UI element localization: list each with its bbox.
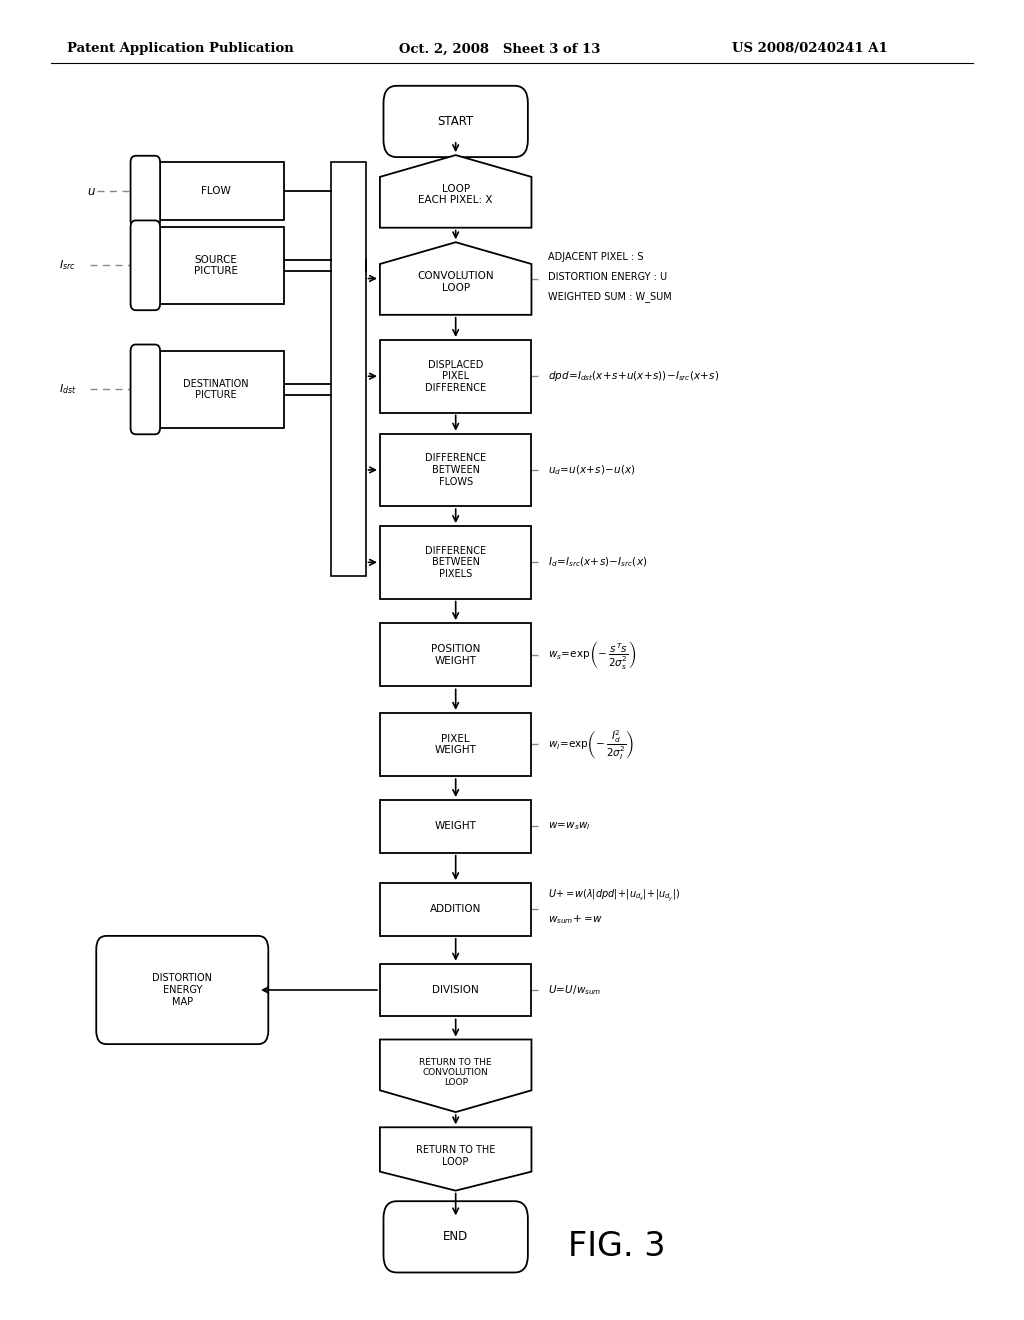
Text: DISTORTION ENERGY : U: DISTORTION ENERGY : U [548, 272, 667, 282]
FancyBboxPatch shape [380, 623, 531, 686]
Text: RETURN TO THE
CONVOLUTION
LOOP: RETURN TO THE CONVOLUTION LOOP [420, 1057, 492, 1088]
FancyBboxPatch shape [131, 220, 160, 310]
Text: $w_I\!=\!\exp\!\left(\!-\dfrac{I_d^2}{2\sigma_I^2}\right)$: $w_I\!=\!\exp\!\left(\!-\dfrac{I_d^2}{2\… [548, 729, 634, 760]
Text: WEIGHTED SUM : W_SUM: WEIGHTED SUM : W_SUM [548, 292, 672, 302]
Text: CONVOLUTION
LOOP: CONVOLUTION LOOP [418, 271, 494, 293]
Text: US 2008/0240241 A1: US 2008/0240241 A1 [732, 42, 888, 55]
FancyBboxPatch shape [380, 713, 531, 776]
Polygon shape [380, 154, 531, 227]
FancyBboxPatch shape [96, 936, 268, 1044]
Text: POSITION
WEIGHT: POSITION WEIGHT [431, 644, 480, 665]
FancyBboxPatch shape [135, 227, 284, 304]
Text: $w_s\!=\!\exp\!\left(\!-\dfrac{s^{\,T}s}{2\sigma_s^2}\right)$: $w_s\!=\!\exp\!\left(\!-\dfrac{s^{\,T}s}… [548, 639, 636, 671]
FancyBboxPatch shape [135, 351, 284, 428]
FancyBboxPatch shape [380, 883, 531, 936]
Text: DISPLACED
PIXEL
DIFFERENCE: DISPLACED PIXEL DIFFERENCE [425, 359, 486, 393]
Text: Oct. 2, 2008   Sheet 3 of 13: Oct. 2, 2008 Sheet 3 of 13 [399, 42, 601, 55]
Text: $I_d\!=\!I_{src}(x\!+\!s)\!-\!I_{src}(x)$: $I_d\!=\!I_{src}(x\!+\!s)\!-\!I_{src}(x)… [548, 556, 647, 569]
Text: SOURCE
PICTURE: SOURCE PICTURE [194, 255, 238, 276]
Text: $u_d\!=\!u(x\!+\!s)\!-\!u(x)$: $u_d\!=\!u(x\!+\!s)\!-\!u(x)$ [548, 463, 636, 477]
Text: END: END [443, 1230, 468, 1243]
Text: $dpd\!=\!I_{dst}(x\!+\!s\!+\!u(x\!+\!s))\!-\!I_{src}(x\!+\!s)$: $dpd\!=\!I_{dst}(x\!+\!s\!+\!u(x\!+\!s))… [548, 370, 719, 383]
Text: $I_{src}$: $I_{src}$ [59, 259, 76, 272]
Text: Patent Application Publication: Patent Application Publication [67, 42, 293, 55]
Text: $w\!=\!w_s w_I$: $w\!=\!w_s w_I$ [548, 821, 591, 832]
Text: WEIGHT: WEIGHT [435, 821, 476, 832]
Text: DIFFERENCE
BETWEEN
FLOWS: DIFFERENCE BETWEEN FLOWS [425, 453, 486, 487]
Text: DISTORTION
ENERGY
MAP: DISTORTION ENERGY MAP [153, 973, 212, 1007]
Polygon shape [380, 242, 531, 314]
FancyBboxPatch shape [383, 86, 528, 157]
Text: DIFFERENCE
BETWEEN
PIXELS: DIFFERENCE BETWEEN PIXELS [425, 545, 486, 579]
Text: DESTINATION
PICTURE: DESTINATION PICTURE [183, 379, 249, 400]
Text: $I_{dst}$: $I_{dst}$ [59, 383, 77, 396]
Text: START: START [437, 115, 474, 128]
Text: $U\!+\!=\!w(\lambda|dpd|\!+\!|u_{d_x}|\!+\!|u_{d_y}|)$: $U\!+\!=\!w(\lambda|dpd|\!+\!|u_{d_x}|\!… [548, 888, 680, 904]
FancyBboxPatch shape [380, 800, 531, 853]
FancyBboxPatch shape [131, 345, 160, 434]
Text: ADDITION: ADDITION [430, 904, 481, 915]
Text: DIVISION: DIVISION [432, 985, 479, 995]
FancyBboxPatch shape [380, 525, 531, 599]
Text: LOOP
EACH PIXEL: X: LOOP EACH PIXEL: X [419, 183, 493, 206]
FancyBboxPatch shape [380, 964, 531, 1016]
Polygon shape [380, 1127, 531, 1191]
FancyBboxPatch shape [383, 1201, 528, 1272]
FancyBboxPatch shape [331, 162, 366, 576]
Text: FLOW: FLOW [201, 186, 230, 197]
Text: $U\!=\!U/w_{sum}$: $U\!=\!U/w_{sum}$ [548, 983, 601, 997]
Text: RETURN TO THE
LOOP: RETURN TO THE LOOP [416, 1146, 496, 1167]
Text: FIG. 3: FIG. 3 [568, 1230, 666, 1262]
Text: PIXEL
WEIGHT: PIXEL WEIGHT [435, 734, 476, 755]
FancyBboxPatch shape [380, 433, 531, 506]
FancyBboxPatch shape [135, 162, 284, 220]
Polygon shape [380, 1040, 531, 1111]
Text: u: u [87, 185, 94, 198]
FancyBboxPatch shape [380, 339, 531, 412]
Text: ADJACENT PIXEL : S: ADJACENT PIXEL : S [548, 252, 643, 263]
Text: $w_{sum}\!+\!=\!w$: $w_{sum}\!+\!=\!w$ [548, 913, 603, 927]
FancyBboxPatch shape [131, 156, 160, 227]
